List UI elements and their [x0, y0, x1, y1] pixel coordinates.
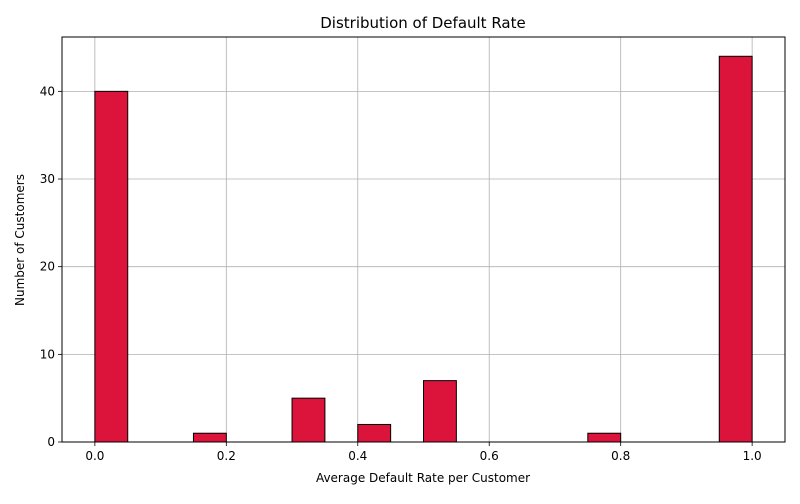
axis-ticks: 0.0 0.2 0.4 0.6 0.8 1.0 0 10 20 30 40 [40, 84, 762, 463]
y-tick-label: 0 [47, 435, 55, 449]
histogram-bar [587, 432, 622, 443]
histogram-bar [94, 90, 129, 443]
histogram-bar [357, 423, 392, 443]
y-tick-label: 30 [40, 172, 55, 186]
histogram-bar [423, 380, 457, 443]
x-tick-label: 1.0 [743, 449, 762, 463]
y-tick-label: 20 [40, 260, 55, 274]
histogram-bar [291, 397, 326, 443]
y-tick-label: 10 [40, 347, 55, 361]
y-axis-label: Number of Customers [13, 174, 27, 306]
x-tick-label: 0.2 [217, 449, 236, 463]
x-tick-label: 0.0 [85, 449, 104, 463]
histogram-bar [192, 432, 227, 443]
x-tick-label: 0.4 [348, 449, 367, 463]
x-axis-label: Average Default Rate per Customer [316, 471, 530, 485]
x-tick-label: 0.8 [611, 449, 630, 463]
y-tick-label: 40 [40, 84, 55, 98]
x-tick-label: 0.6 [480, 449, 499, 463]
plot-area-frame [61, 36, 786, 443]
histogram-bar [718, 55, 753, 443]
chart-title: Distribution of Default Rate [320, 14, 525, 32]
